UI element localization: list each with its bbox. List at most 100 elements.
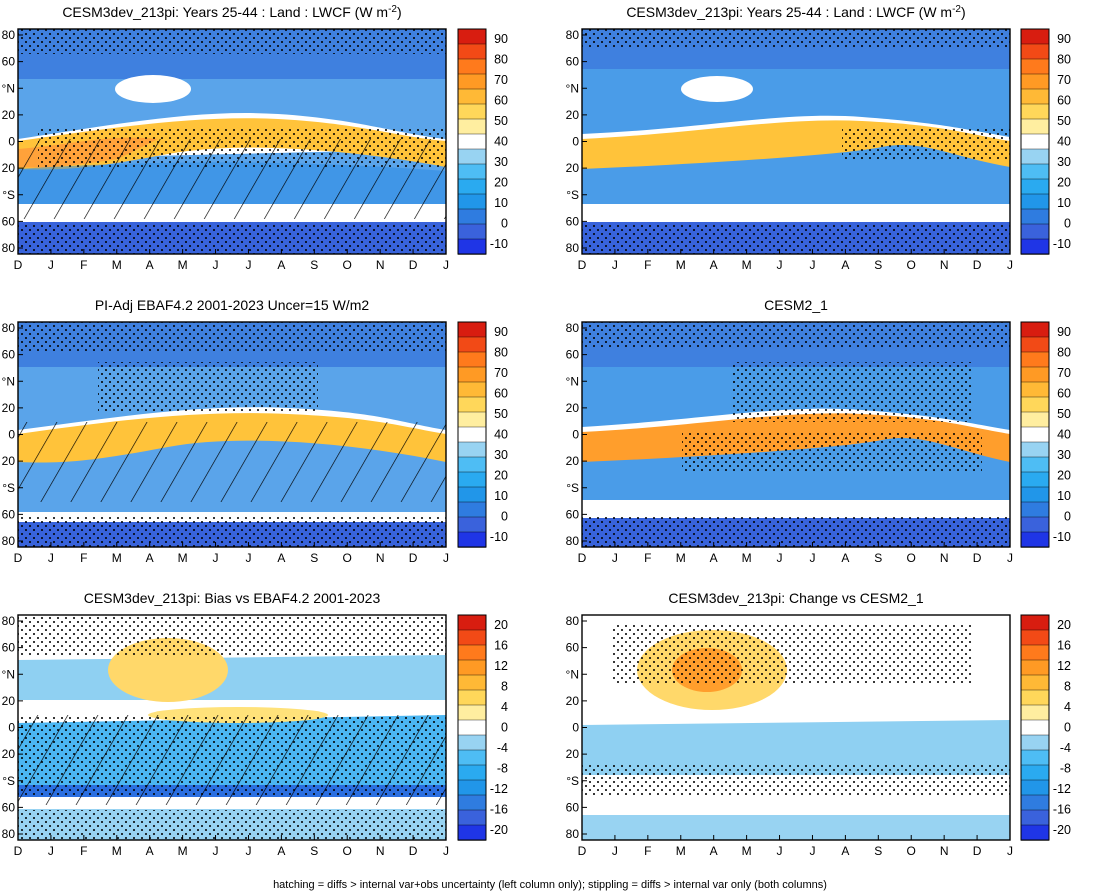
colorbar-swatch bbox=[457, 674, 487, 691]
y-tick-label: 0 bbox=[8, 135, 15, 149]
colorbar-label: 10 bbox=[494, 196, 508, 210]
colorbar-swatch bbox=[1020, 381, 1050, 398]
stipple-region bbox=[18, 224, 446, 254]
colorbar-swatch bbox=[1020, 28, 1050, 45]
colorbar-swatch bbox=[1020, 88, 1050, 105]
colorbar-label: 70 bbox=[494, 73, 508, 87]
x-tick-label: N bbox=[376, 258, 385, 272]
stipple-region bbox=[612, 625, 972, 685]
colorbar-swatch bbox=[1020, 486, 1050, 503]
colorbar-label: 80 bbox=[1057, 346, 1071, 360]
y-tick-label: 60 bbox=[2, 800, 16, 814]
x-tick-label: O bbox=[343, 551, 352, 565]
x-tick-label: A bbox=[710, 844, 718, 858]
heatmap-field bbox=[582, 615, 1010, 840]
colorbar-label: 0 bbox=[501, 216, 508, 230]
colorbar-swatch bbox=[1020, 689, 1050, 706]
colorbar-swatch bbox=[1020, 764, 1050, 781]
x-tick-label: D bbox=[973, 551, 982, 565]
panel-title: CESM2_1 bbox=[764, 297, 828, 313]
x-tick-label: J bbox=[809, 258, 815, 272]
heatmap-field bbox=[18, 322, 446, 547]
panel-title: CESM3dev_213pi: Bias vs EBAF4.2 2001-202… bbox=[84, 590, 381, 606]
y-tick-label: 60 bbox=[566, 348, 580, 362]
colorbar-swatch bbox=[1020, 809, 1050, 826]
x-tick-label: M bbox=[676, 551, 686, 565]
panel-title-main: CESM3dev_213pi: Bias vs EBAF4.2 2001-202… bbox=[84, 590, 381, 606]
colorbar-label: 50 bbox=[494, 114, 508, 128]
colorbar-label: 50 bbox=[1057, 407, 1071, 421]
colorbar-frame bbox=[457, 614, 487, 841]
x-tick-label: N bbox=[376, 551, 385, 565]
x-tick-label: J bbox=[245, 551, 251, 565]
colorbar-swatch bbox=[457, 779, 487, 796]
panel-title-end: ) bbox=[397, 4, 402, 20]
x-tick-label: D bbox=[973, 258, 982, 272]
y-tick-label: 20 bbox=[566, 454, 580, 468]
y-tick-label: 60 bbox=[566, 55, 580, 69]
y-tick-label: 80 bbox=[566, 827, 580, 841]
y-tick-label: 0 bbox=[572, 135, 579, 149]
y-tick-label: 80 bbox=[2, 827, 16, 841]
colorbar-label: 60 bbox=[494, 387, 508, 401]
hatch-region bbox=[18, 715, 446, 805]
colorbar-label: -16 bbox=[490, 802, 508, 816]
panel-title-end: ) bbox=[961, 4, 966, 20]
colorbar-swatch bbox=[1020, 103, 1050, 120]
y-tick-label: 60 bbox=[566, 507, 580, 521]
x-tick-label: M bbox=[742, 844, 752, 858]
colorbar-swatch bbox=[457, 501, 487, 518]
x-tick-label: J bbox=[48, 258, 54, 272]
colorbar-label: 0 bbox=[1064, 216, 1071, 230]
x-tick-label: O bbox=[343, 258, 352, 272]
colorbar-label: 12 bbox=[1057, 659, 1071, 673]
colorbar-label: 40 bbox=[494, 428, 508, 442]
x-tick-label: D bbox=[578, 844, 587, 858]
x-tick-label: J bbox=[1007, 844, 1013, 858]
colorbar-label: 60 bbox=[494, 94, 508, 108]
y-tick-label: 60 bbox=[2, 507, 16, 521]
x-tick-label: D bbox=[578, 551, 587, 565]
colorbar-swatch bbox=[1020, 644, 1050, 661]
colorbar-label: -20 bbox=[1053, 823, 1071, 837]
heatmap-field bbox=[18, 615, 446, 840]
x-tick-label: A bbox=[710, 551, 718, 565]
field-band bbox=[18, 655, 446, 700]
x-tick-label: D bbox=[409, 551, 418, 565]
colorbar-swatch bbox=[457, 704, 487, 721]
colorbar-label: -4 bbox=[497, 741, 508, 755]
colorbar-swatch bbox=[457, 456, 487, 473]
colorbar-swatch bbox=[1020, 674, 1050, 691]
colorbar-label: 30 bbox=[494, 448, 508, 462]
stipple-region bbox=[732, 362, 972, 422]
colorbar-swatch bbox=[1020, 366, 1050, 383]
y-tick-label: 80 bbox=[2, 241, 16, 255]
x-tick-label: A bbox=[146, 844, 154, 858]
colorbar-label: -10 bbox=[1053, 530, 1071, 544]
colorbar-swatch bbox=[457, 426, 487, 443]
y-tick-label: °S bbox=[566, 188, 579, 202]
colorbar-swatch bbox=[1020, 163, 1050, 180]
colorbar-swatch bbox=[457, 28, 487, 45]
y-tick-label: °S bbox=[566, 481, 579, 495]
y-tick-label: 20 bbox=[2, 454, 16, 468]
colorbar-swatch bbox=[457, 809, 487, 826]
colorbar-label: 60 bbox=[1057, 94, 1071, 108]
colorbar-swatch bbox=[457, 118, 487, 135]
colorbar-swatch bbox=[1020, 208, 1050, 225]
colorbar-swatch bbox=[1020, 749, 1050, 766]
x-tick-label: S bbox=[874, 844, 882, 858]
y-tick-label: 20 bbox=[566, 747, 580, 761]
y-tick-label: 20 bbox=[566, 401, 580, 415]
x-tick-label: J bbox=[245, 844, 251, 858]
y-tick-label: °S bbox=[2, 188, 15, 202]
stipple-region bbox=[682, 432, 982, 472]
y-tick-label: 20 bbox=[2, 161, 16, 175]
field-band bbox=[582, 204, 1010, 222]
x-tick-label: M bbox=[742, 551, 752, 565]
colorbar-label: 40 bbox=[1057, 135, 1071, 149]
y-tick-label: 20 bbox=[2, 747, 16, 761]
y-tick-label: 0 bbox=[572, 428, 579, 442]
colorbar-swatch bbox=[1020, 629, 1050, 646]
colorbar-label: 80 bbox=[494, 53, 508, 67]
